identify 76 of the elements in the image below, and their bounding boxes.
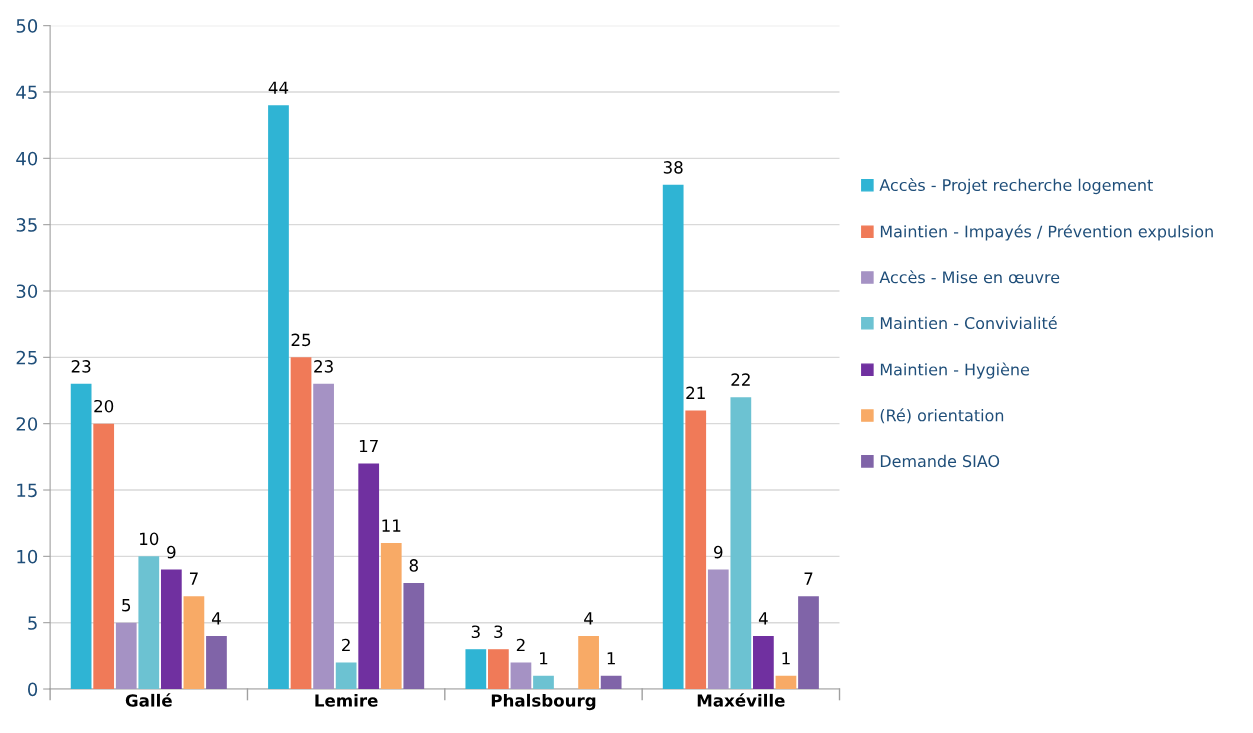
y-tick-label: 10 bbox=[17, 549, 38, 564]
data-label: 21 bbox=[686, 386, 705, 399]
x-tick-label: Phalsbourg bbox=[491, 693, 596, 711]
data-label: 23 bbox=[71, 360, 91, 373]
bar bbox=[707, 569, 729, 690]
data-label: 7 bbox=[189, 572, 198, 585]
bar bbox=[93, 423, 115, 690]
y-tick-label: 40 bbox=[16, 151, 38, 166]
legend-label: Accès - Mise en œuvre bbox=[879, 270, 1060, 284]
data-label: 7 bbox=[804, 572, 813, 585]
bar bbox=[798, 596, 819, 690]
x-tick-label: Lemire bbox=[315, 693, 378, 707]
bar bbox=[533, 675, 554, 690]
data-label: 8 bbox=[409, 559, 418, 572]
bar bbox=[268, 105, 289, 690]
bar bbox=[403, 582, 425, 690]
bar bbox=[358, 463, 380, 690]
data-label: 11 bbox=[382, 519, 401, 532]
bar bbox=[115, 622, 137, 690]
y-tick-label: 35 bbox=[16, 218, 37, 232]
data-label: 23 bbox=[314, 360, 333, 373]
y-tick-label: 15 bbox=[17, 483, 37, 498]
bar bbox=[685, 410, 707, 690]
legend-label: Demande SIAO bbox=[880, 454, 1000, 468]
bar bbox=[313, 383, 334, 690]
data-label: 17 bbox=[359, 439, 378, 453]
bar bbox=[206, 635, 227, 690]
bar bbox=[488, 649, 509, 690]
data-label: 38 bbox=[663, 161, 683, 174]
x-tick-label: Maxéville bbox=[697, 693, 785, 707]
bar bbox=[138, 556, 160, 690]
data-label: 1 bbox=[782, 652, 790, 665]
bar bbox=[335, 662, 357, 690]
y-tick-label: 0 bbox=[28, 682, 38, 697]
bar bbox=[662, 184, 684, 690]
bar bbox=[578, 635, 599, 690]
data-label: 44 bbox=[268, 81, 289, 94]
data-label: 1 bbox=[607, 652, 615, 665]
y-tick-label: 30 bbox=[16, 284, 38, 299]
data-label: 4 bbox=[211, 612, 221, 625]
data-label: 3 bbox=[494, 625, 503, 639]
data-label: 4 bbox=[758, 612, 768, 625]
data-label: 4 bbox=[584, 612, 593, 625]
bar bbox=[730, 397, 752, 690]
bar bbox=[290, 357, 312, 690]
legend-label: Accès - Projet recherche logement bbox=[879, 178, 1153, 195]
legend-label: Maintien - Impayés / Prévention expulsion bbox=[880, 224, 1213, 241]
data-label: 20 bbox=[94, 399, 114, 413]
bar bbox=[70, 383, 92, 690]
y-tick-label: 20 bbox=[16, 417, 38, 431]
x-tick-label: Gallé bbox=[125, 693, 172, 707]
data-label: 2 bbox=[516, 638, 525, 652]
data-label: 25 bbox=[291, 333, 311, 347]
y-tick-label: 45 bbox=[16, 85, 37, 100]
bar bbox=[775, 675, 797, 690]
data-label: 22 bbox=[731, 373, 750, 386]
data-label: 3 bbox=[471, 625, 480, 639]
legend-label: Maintien - Convivialité bbox=[880, 316, 1057, 330]
data-label: 10 bbox=[140, 532, 159, 546]
data-label: 2 bbox=[342, 638, 350, 652]
legend-label: (Ré) orientation bbox=[880, 408, 1004, 424]
y-tick-label: 5 bbox=[28, 616, 37, 630]
legend-label: Maintien - Hygiène bbox=[880, 362, 1030, 379]
bar bbox=[753, 635, 774, 690]
bar bbox=[380, 543, 402, 690]
data-label: 9 bbox=[714, 545, 723, 559]
y-tick-label: 50 bbox=[16, 19, 38, 33]
bar bbox=[600, 675, 622, 690]
bar bbox=[183, 596, 205, 690]
data-label: 1 bbox=[540, 652, 548, 665]
data-label: 9 bbox=[167, 545, 176, 559]
data-label: 5 bbox=[122, 599, 131, 612]
y-tick-label: 25 bbox=[16, 350, 37, 365]
bar bbox=[160, 569, 182, 690]
bar bbox=[465, 649, 487, 690]
bar bbox=[510, 662, 532, 690]
